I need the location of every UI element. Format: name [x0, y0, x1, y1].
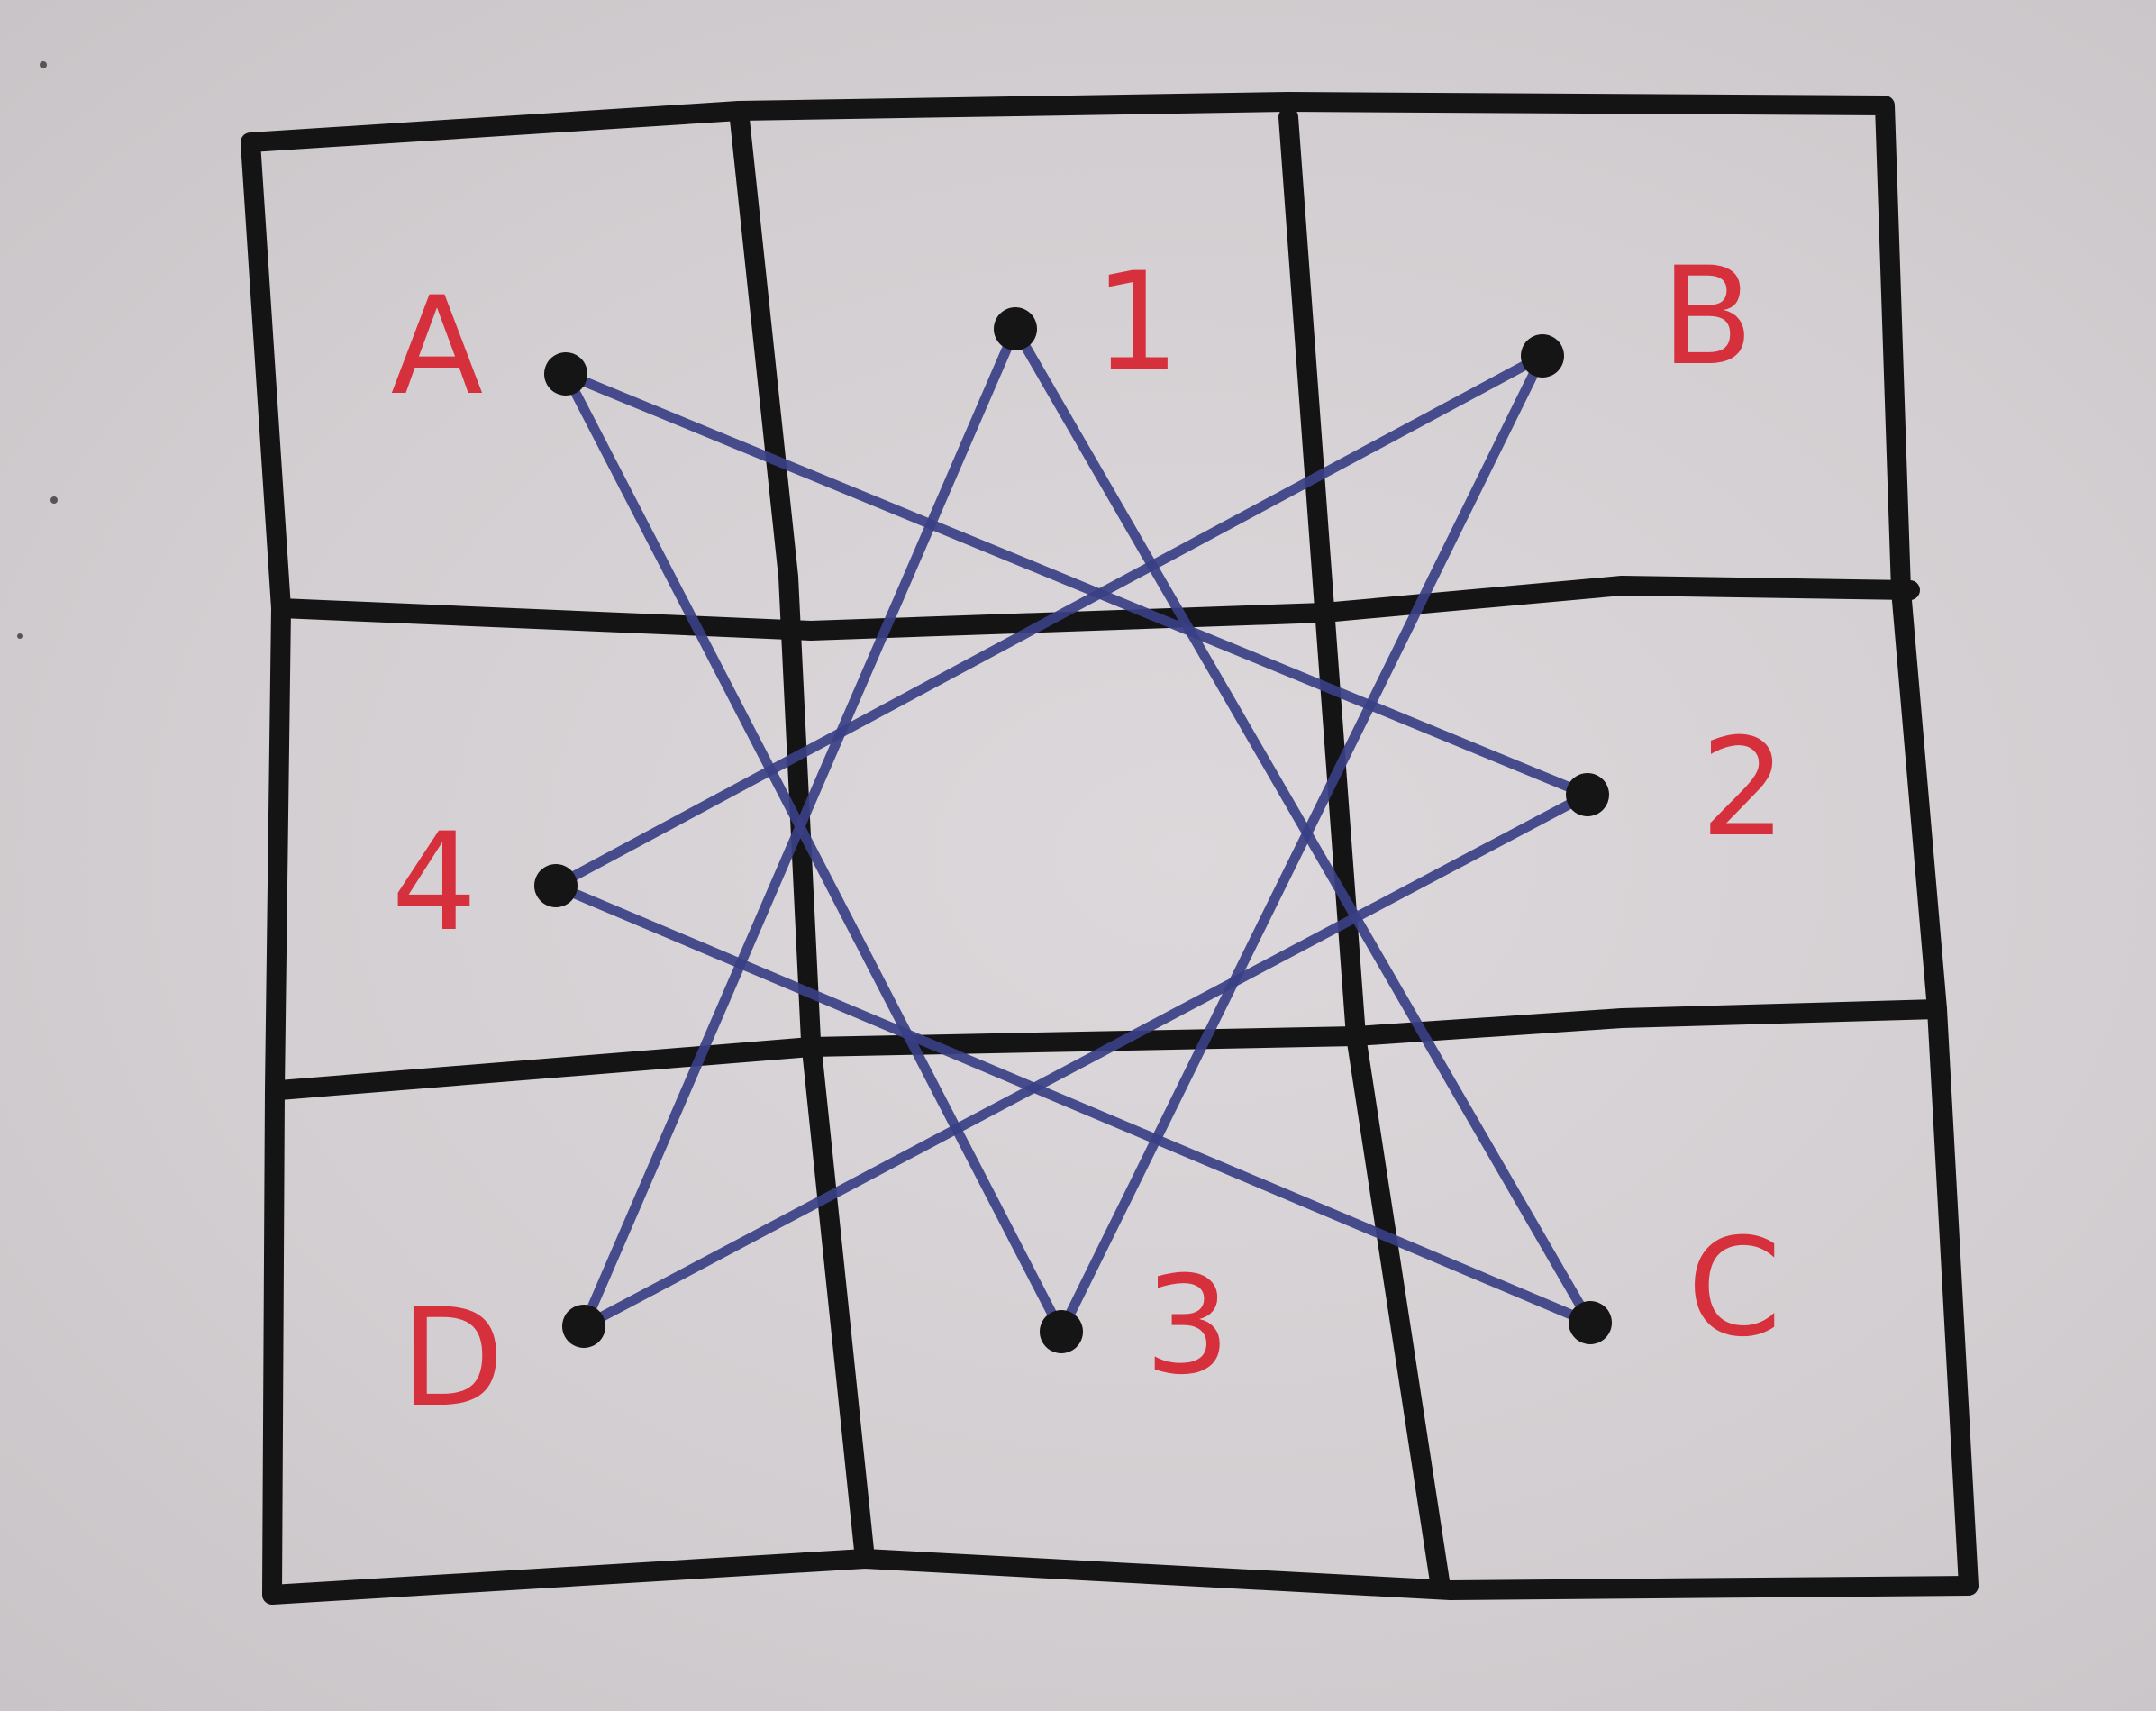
vertex-dot-1	[994, 307, 1037, 350]
star-edge-a-3	[560, 369, 1067, 1337]
vertex-dot-d	[562, 1305, 605, 1348]
vertex-dot-2	[1566, 773, 1609, 816]
label-3: 3	[1144, 1248, 1230, 1405]
label-4: 4	[391, 805, 477, 961]
grid-horizontal-line-top	[271, 576, 1920, 641]
star-vertices	[534, 307, 1612, 1353]
paper-speck	[40, 61, 47, 68]
point-labels: A 1 B 2 C 3 D 4	[391, 239, 1787, 1437]
star-edge-a-2	[560, 369, 1593, 800]
grid-vertical-line-right	[1278, 107, 1450, 1591]
tic-tac-toe-grid	[241, 92, 1979, 1605]
vertex-dot-b	[1521, 334, 1564, 378]
label-a: A	[391, 268, 484, 425]
vertex-dot-4	[534, 864, 578, 907]
vertex-dot-a	[544, 352, 587, 396]
paper-speck	[17, 633, 23, 639]
star-edge-4-c	[550, 880, 1596, 1328]
label-b: B	[1661, 239, 1754, 396]
paper-speck	[50, 496, 58, 504]
star-edge-b-3	[1056, 350, 1548, 1337]
grid-horizontal-line-bottom	[269, 999, 1947, 1100]
star-edge-2-d	[578, 789, 1593, 1332]
grid-vertical-line-left	[729, 101, 875, 1569]
label-d: D	[400, 1280, 505, 1437]
star-edge-b-4	[550, 350, 1548, 891]
vertex-dot-c	[1569, 1301, 1612, 1344]
eight-pointed-star	[550, 323, 1596, 1337]
vertex-dot-3	[1040, 1310, 1083, 1353]
label-2: 2	[1700, 710, 1786, 867]
star-edge-1-c	[1010, 323, 1596, 1328]
star-edge-1-d	[578, 323, 1021, 1332]
label-c: C	[1688, 1210, 1782, 1367]
label-1: 1	[1094, 244, 1179, 401]
